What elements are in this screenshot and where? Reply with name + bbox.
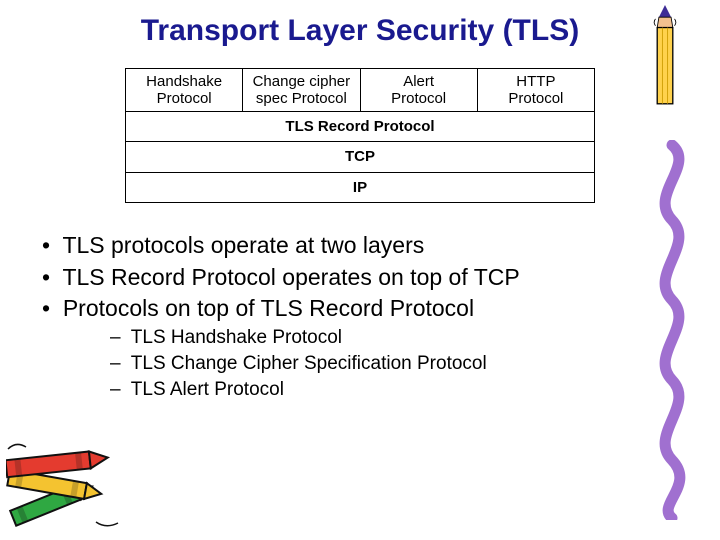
list-item-text: Protocols on top of TLS Record Protocol xyxy=(63,295,474,321)
page-title: Transport Layer Security (TLS) xyxy=(0,0,720,68)
bullet-glyph: • xyxy=(42,264,50,290)
bullet-list: • TLS protocols operate at two layers • … xyxy=(0,231,720,402)
protocol-stack-diagram: Handshake Protocol Change cipher spec Pr… xyxy=(125,68,595,203)
squiggle-icon xyxy=(646,140,698,520)
cell-line: HTTP xyxy=(480,73,592,90)
cell-line: Protocol xyxy=(363,90,475,107)
stack-cell-alert: Alert Protocol xyxy=(361,69,478,111)
sub-bullet-glyph: – xyxy=(110,353,121,374)
stack-cell-change-cipher: Change cipher spec Protocol xyxy=(243,69,360,111)
list-sub-item-text: TLS Handshake Protocol xyxy=(131,327,342,348)
cell-line: Change cipher xyxy=(245,73,357,90)
cell-line: Protocol xyxy=(128,90,240,107)
stack-cell-record: TLS Record Protocol xyxy=(126,112,594,141)
list-item: • TLS Record Protocol operates on top of… xyxy=(36,263,680,292)
list-sub-item-text: TLS Change Cipher Specification Protocol xyxy=(131,353,487,374)
bullet-glyph: • xyxy=(42,232,50,258)
list-item-text: TLS Record Protocol operates on top of T… xyxy=(62,264,519,290)
sub-bullet-glyph: – xyxy=(110,379,121,400)
stack-row-tcp: TCP xyxy=(125,142,595,172)
list-sub-item: – TLS Alert Protocol xyxy=(106,378,680,402)
cell-line: Protocol xyxy=(480,90,592,107)
stack-cell-ip: IP xyxy=(126,173,594,202)
list-sub-item: – TLS Handshake Protocol xyxy=(106,326,680,350)
list-item-text: TLS protocols operate at two layers xyxy=(62,232,424,258)
stack-cell-http: HTTP Protocol xyxy=(478,69,594,111)
cell-line: spec Protocol xyxy=(245,90,357,107)
stack-row-ip: IP xyxy=(125,173,595,203)
crayons-icon xyxy=(6,437,126,532)
list-item: • Protocols on top of TLS Record Protoco… xyxy=(36,294,680,323)
stack-cell-tcp: TCP xyxy=(126,142,594,171)
list-item: • TLS protocols operate at two layers xyxy=(36,231,680,260)
stack-row-record: TLS Record Protocol xyxy=(125,112,595,142)
sub-bullet-glyph: – xyxy=(110,327,121,348)
cell-line: Handshake xyxy=(128,73,240,90)
list-sub-item-text: TLS Alert Protocol xyxy=(131,379,284,400)
list-sub-item: – TLS Change Cipher Specification Protoc… xyxy=(106,352,680,376)
stack-row-top: Handshake Protocol Change cipher spec Pr… xyxy=(125,68,595,112)
pencil-icon xyxy=(652,2,678,112)
cell-line: Alert xyxy=(363,73,475,90)
bullet-glyph: • xyxy=(42,295,50,321)
stack-cell-handshake: Handshake Protocol xyxy=(126,69,243,111)
